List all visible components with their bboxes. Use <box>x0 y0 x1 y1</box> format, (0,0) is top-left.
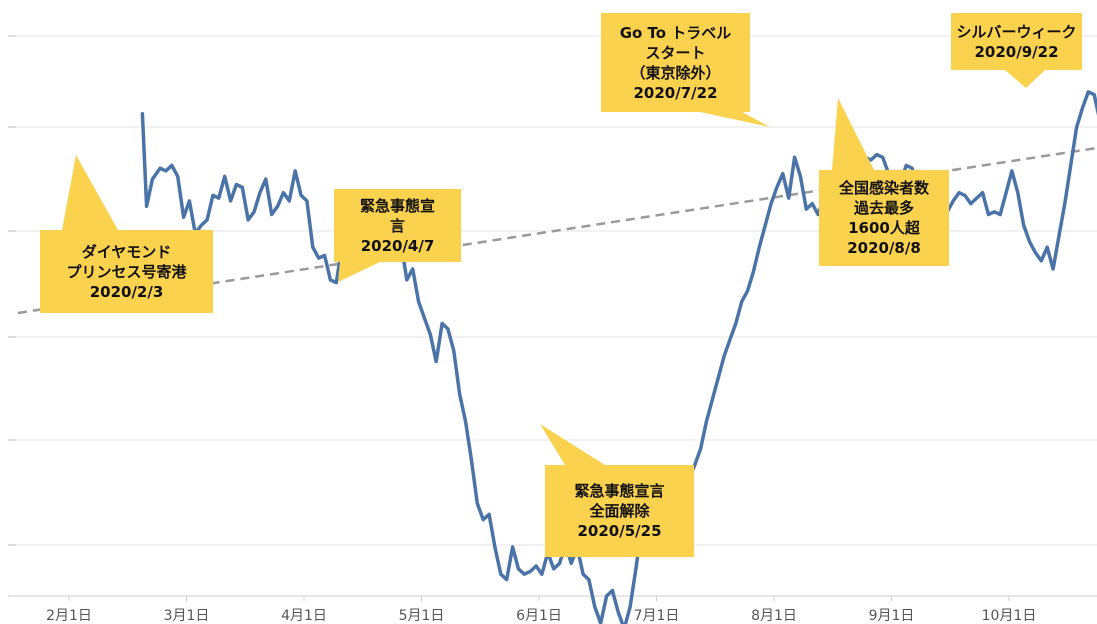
callout-line: プリンセス号寄港 <box>66 262 187 281</box>
callout-line: 過去最多 <box>853 199 914 217</box>
callout-diamond-princess: ダイヤモンド プリンセス号寄港 2020/2/3 <box>40 230 213 313</box>
callout-line: スタート <box>645 43 706 62</box>
callout-line: 全国感染者数 <box>838 179 929 197</box>
callout-pointer <box>338 262 380 282</box>
x-tick-label: 7月1日 <box>634 608 680 624</box>
callout-line: ダイヤモンド <box>81 242 172 261</box>
callout-pointer <box>540 424 605 465</box>
callout-line: 緊急事態宣言 <box>574 482 665 500</box>
callout-line: 2020/4/7 <box>360 236 435 255</box>
callout-line: （東京除外） <box>630 63 721 82</box>
x-tick-label: 9月1日 <box>869 608 915 624</box>
callout-pointer <box>700 112 770 127</box>
callout-silver-week: シルバーウィーク 2020/9/22 <box>951 13 1082 70</box>
callout-line: 2020/8/8 <box>847 239 921 257</box>
x-tick-label: 6月1日 <box>516 608 562 624</box>
callout-infections-record: 全国感染者数 過去最多 1600人超 2020/8/8 <box>819 170 949 266</box>
x-tick-label: 10月1日 <box>982 608 1037 624</box>
callout-line: 2020/5/25 <box>577 522 662 540</box>
x-tick-label: 4月1日 <box>281 608 327 624</box>
callout-pointer <box>1005 70 1045 88</box>
callout-line: 緊急事態宣 <box>359 196 435 215</box>
callout-pointer <box>62 155 118 230</box>
callout-line: 2020/2/3 <box>89 282 164 301</box>
callout-line: Go To トラベル <box>619 23 732 42</box>
callout-line: 2020/7/22 <box>633 83 718 102</box>
callout-line: 言 <box>389 216 405 235</box>
callout-line: 全面解除 <box>589 502 650 520</box>
x-tick-label: 8月1日 <box>751 608 797 624</box>
callout-emergency-declaration: 緊急事態宣言 2020/4/7 <box>334 189 461 262</box>
callout-goto-travel: Go To トラベル スタート （東京除外） 2020/7/22 <box>601 13 750 112</box>
callout-pointer <box>832 98 874 170</box>
x-tick-label: 2月1日 <box>46 608 92 624</box>
callout-line: シルバーウィーク <box>956 22 1077 41</box>
callout-emergency-lifted: 緊急事態宣言 全面解除 2020/5/25 <box>545 465 694 557</box>
callout-line: 2020/9/22 <box>974 42 1059 61</box>
x-tick-label: 5月1日 <box>399 608 445 624</box>
x-tick-label: 3月1日 <box>164 608 210 624</box>
callout-line: 1600人超 <box>848 219 920 237</box>
